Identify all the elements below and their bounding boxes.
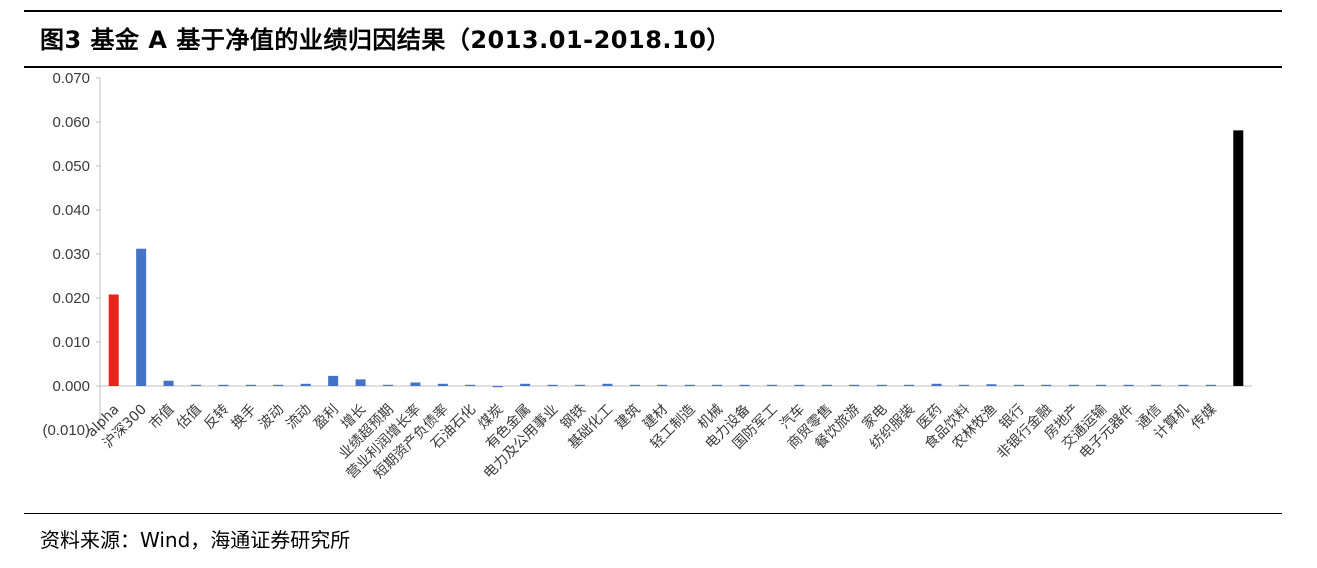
x-category-label: 反转: [201, 402, 232, 433]
x-category-label: 波动: [256, 402, 287, 433]
bar-沪深300: [136, 248, 147, 386]
bar-汽车: [794, 384, 805, 386]
x-axis-labels: alpha沪深300市值估值反转换手波动流动盈利增长业绩超预期营业利润增长率短期…: [84, 401, 1220, 482]
bar-建筑: [629, 384, 640, 386]
bar-估值: [191, 384, 201, 386]
bar-有色金属: [520, 383, 531, 386]
bar-银行: [1013, 384, 1024, 386]
bar-石油石化: [465, 384, 476, 386]
bar-食品饮料: [959, 384, 969, 386]
bar-流动: [300, 383, 311, 386]
x-category-label: 流动: [283, 402, 314, 433]
bars-group: [108, 130, 1244, 388]
bar-纺织服装: [904, 384, 915, 386]
bar-盈利: [328, 375, 339, 386]
bar-交通运输: [1096, 384, 1107, 386]
figure-title: 图3 基金 A 基于净值的业绩归因结果（2013.01-2018.10）: [40, 26, 731, 54]
bar-短期资产负债率: [437, 383, 448, 386]
x-category-label: 估值: [174, 402, 205, 433]
y-tick-label: (0.010): [42, 422, 90, 439]
y-axis: (0.010) 0.000 0.010 0.020 0.030 0.040 0.050 0.0…: [42, 70, 1252, 439]
bar-建材: [657, 384, 668, 386]
bar-电力设备: [739, 384, 750, 386]
bar-市值: [163, 380, 174, 386]
bar-alpha: [108, 294, 119, 386]
bar-换手: [245, 384, 256, 386]
bar-餐饮旅游: [849, 384, 860, 386]
bar-增长: [355, 379, 366, 386]
bar-通信: [1151, 384, 1161, 386]
bar-chart: (0.010) 0.000 0.010 0.020 0.030 0.040 0.050 0.0…: [42, 70, 1252, 482]
bar-波动: [273, 384, 284, 386]
bar-钢铁: [575, 384, 585, 386]
bar-业绩超预期: [383, 384, 393, 386]
bar-非银行金融: [1041, 384, 1052, 386]
y-tick-label: 0.030: [52, 246, 90, 263]
title-top-rule: [24, 10, 1282, 12]
bar-房地产: [1068, 384, 1079, 386]
bar-电子元器件: [1123, 384, 1134, 386]
bar-total: [1233, 130, 1244, 386]
y-tick-label: 0.060: [52, 114, 90, 131]
bar-计算机: [1178, 384, 1189, 386]
bar-传媒: [1205, 384, 1216, 386]
bar-基础化工: [602, 383, 613, 386]
bar-国防军工: [767, 384, 777, 386]
bar-营业利润增长率: [410, 382, 421, 386]
source-top-rule: [24, 513, 1282, 514]
bar-机械: [712, 384, 723, 386]
y-tick-label: 0.070: [52, 70, 90, 87]
y-tick-label: 0.010: [52, 334, 90, 351]
x-category-label: 换手: [228, 401, 260, 433]
x-category-label: 传媒: [1189, 402, 1220, 433]
source-note: 资料来源：Wind，海通证券研究所: [40, 528, 351, 552]
bar-商贸零售: [821, 384, 832, 386]
bar-家电: [876, 384, 887, 386]
x-category-label: 建筑: [613, 402, 644, 433]
y-tick-label: 0.020: [52, 290, 90, 307]
x-category-label: 盈利: [311, 402, 342, 433]
y-tick-label: 0.050: [52, 158, 90, 175]
bar-电力及公用事业: [547, 384, 558, 386]
y-tick-label: 0.040: [52, 202, 90, 219]
bar-反转: [218, 384, 229, 386]
bar-轻工制造: [684, 384, 695, 386]
x-category-label: 市值: [146, 401, 178, 433]
y-tick-label: 0.000: [52, 378, 90, 395]
bar-医药: [931, 383, 942, 386]
bar-农林牧渔: [986, 384, 997, 386]
title-bottom-rule: [24, 66, 1282, 68]
bar-煤炭: [492, 386, 503, 388]
